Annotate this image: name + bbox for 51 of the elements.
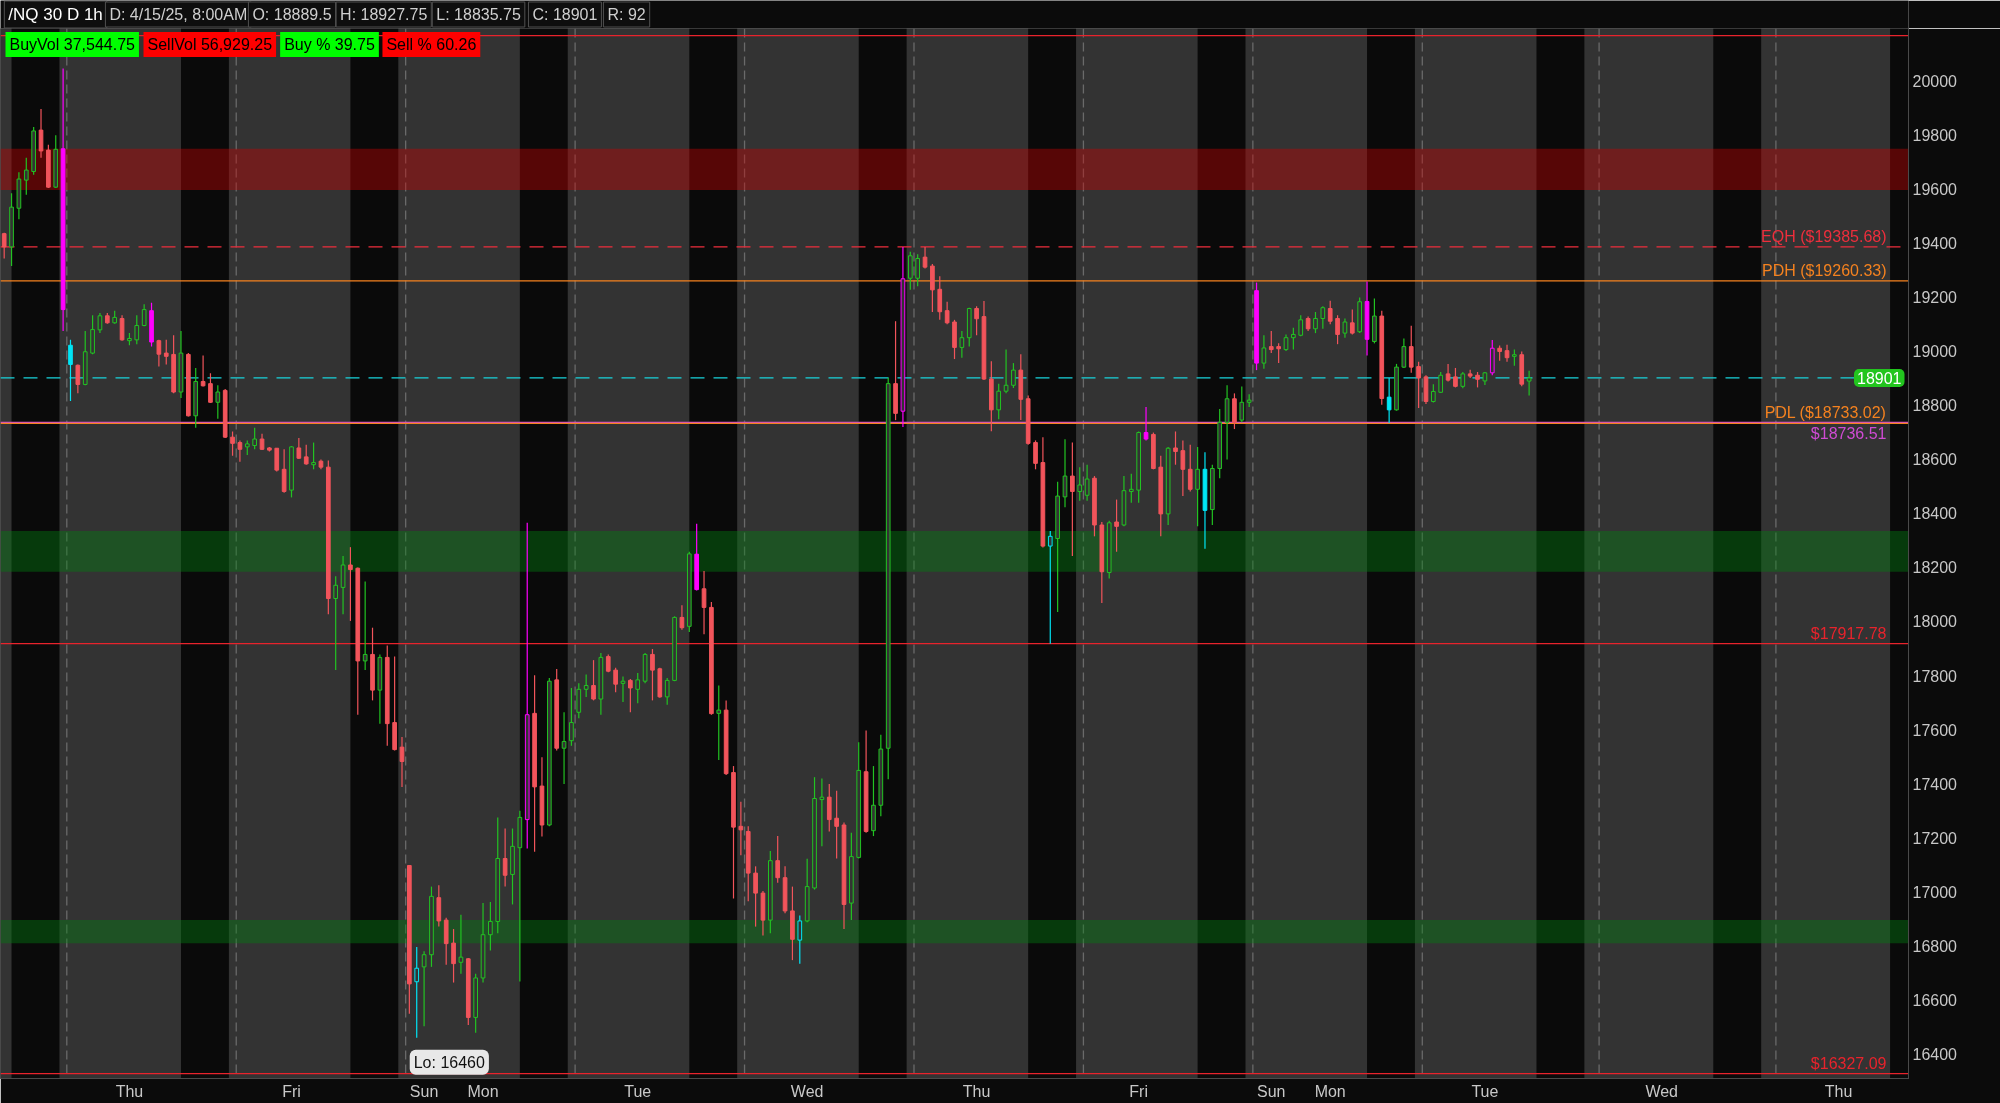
y-tick-label: 16600 — [1912, 991, 1958, 1009]
y-tick-label: 18600 — [1912, 451, 1958, 469]
annotation: Buy % 39.75 — [284, 36, 375, 53]
y-tick-label: 17400 — [1912, 775, 1958, 793]
ref-line-label: $16327.09 — [1810, 1054, 1887, 1072]
y-tick-label: 18000 — [1912, 613, 1958, 631]
x-tick-label: Thu — [962, 1082, 991, 1100]
annotation: Lo: 16460 — [413, 1053, 486, 1071]
y-tick-label: 19000 — [1912, 343, 1958, 361]
y-tick-label: 17200 — [1912, 829, 1958, 847]
y-tick-label: 16400 — [1912, 1045, 1958, 1063]
y-tick-label: 18800 — [1912, 397, 1958, 415]
x-tick-label: Fri — [282, 1082, 301, 1100]
x-tick-label: Tue — [624, 1082, 652, 1100]
ref-line-label: 18901 — [1857, 369, 1902, 387]
ref-line-label: $17917.78 — [1810, 624, 1887, 642]
x-tick-label: Sun — [1257, 1082, 1286, 1100]
y-tick-label: 17600 — [1912, 721, 1958, 739]
x-tick-label: Wed — [790, 1082, 824, 1100]
x-tick-label: Thu — [115, 1082, 144, 1100]
x-tick-label: Wed — [1645, 1082, 1679, 1100]
x-tick-label: Thu — [1824, 1082, 1853, 1100]
y-tick-label: 19200 — [1912, 289, 1958, 307]
ref-line-label: EQH ($19385.68) — [1761, 227, 1887, 245]
text: C: 18901 — [532, 6, 598, 23]
y-tick-label: 19400 — [1912, 235, 1958, 253]
y-tick-label: 19800 — [1912, 126, 1958, 144]
chart-title: /NQ 30 D 1h — [8, 5, 103, 24]
ref-line-label: PDH ($19260.33) — [1761, 261, 1887, 279]
y-tick-label: 18400 — [1912, 505, 1958, 523]
text: D: 4/15/25, 8:00AM — [109, 6, 248, 23]
annotation: BuyVol 37,544.75 — [9, 36, 136, 53]
y-tick-label: 17000 — [1912, 883, 1958, 901]
x-tick-label: Tue — [1471, 1082, 1499, 1100]
ref-line-label: $18736.51 — [1810, 425, 1887, 443]
y-tick-label: 16800 — [1912, 937, 1958, 955]
annotation: Sell % 60.26 — [386, 36, 477, 53]
x-tick-label: Fri — [1129, 1082, 1148, 1100]
ref-line-label: PDL ($18733.02) — [1764, 404, 1886, 422]
y-tick-label: 19600 — [1912, 181, 1958, 199]
x-tick-label: Sun — [409, 1082, 439, 1100]
annotation: SellVol 56,929.25 — [147, 36, 273, 53]
x-tick-label: Mon — [1314, 1082, 1346, 1100]
text: O: 18889.5 — [252, 6, 332, 23]
text: H: 18927.75 — [340, 6, 428, 23]
text: R: 92 — [607, 6, 646, 23]
x-tick-label: Mon — [467, 1082, 499, 1100]
text: L: 18835.75 — [436, 6, 521, 23]
y-tick-label: 20000 — [1912, 72, 1958, 90]
y-tick-label: 18200 — [1912, 559, 1958, 577]
y-tick-label: 17800 — [1912, 667, 1958, 685]
